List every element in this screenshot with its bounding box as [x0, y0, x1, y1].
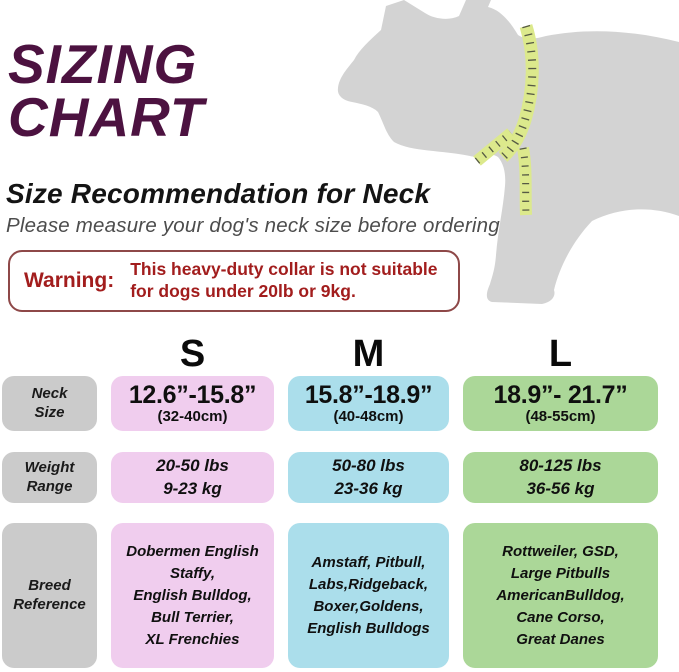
- dog-silhouette-with-measuring-tape-icon: [337, 0, 679, 304]
- neck-size-s-inches: 12.6”-15.8”: [128, 381, 257, 409]
- neck-size-s-cm: (32-40cm): [157, 408, 228, 425]
- measuring-tape-hanging-end: [517, 146, 532, 216]
- neck-size-cell-s: 12.6”-15.8” (32-40cm): [111, 376, 274, 431]
- breed-reference-cell-l: Rottweiler, GSD, Large Pitbulls American…: [463, 523, 658, 668]
- warning-label: Warning:: [24, 269, 115, 292]
- breed-reference-row: Breed Reference Dobermen English Staffy,…: [2, 523, 658, 668]
- neck-size-m-cm: (40-48cm): [333, 408, 404, 425]
- neck-size-m-inches: 15.8”-18.9”: [304, 381, 433, 409]
- size-header-row: S M L: [2, 332, 658, 376]
- weight-range-cell-m: 50-80 lbs 23-36 kg: [288, 452, 449, 503]
- warning-box: Warning: This heavy-duty collar is not s…: [8, 250, 460, 312]
- weight-range-cell-l: 80-125 lbs 36-56 kg: [463, 452, 658, 503]
- measure-note: Please measure your dog's neck size befo…: [6, 214, 500, 237]
- warning-text: This heavy-duty collar is not suitable f…: [130, 259, 438, 301]
- size-header-l: L: [548, 333, 573, 375]
- page-title-line2: CHART: [8, 86, 205, 148]
- measuring-tape-band: [498, 24, 539, 162]
- weight-range-cell-s: 20-50 lbs 9-23 kg: [111, 452, 274, 503]
- page-title: SIZING CHART: [8, 33, 205, 148]
- neck-size-l-inches: 18.9”- 21.7”: [493, 381, 628, 409]
- neck-size-cell-l: 18.9”- 21.7” (48-55cm): [463, 376, 658, 431]
- neck-size-row-label: Neck Size: [2, 376, 97, 431]
- neck-size-row: Neck Size 12.6”-15.8” (32-40cm) 15.8”-18…: [2, 376, 658, 431]
- subtitle: Size Recommendation for Neck: [6, 178, 431, 209]
- neck-size-l-cm: (48-55cm): [525, 408, 596, 425]
- weight-range-row: Weight Range 20-50 lbs 9-23 kg 50-80 lbs…: [2, 452, 658, 503]
- size-header-m: M: [352, 333, 385, 375]
- size-header-s: S: [179, 333, 206, 375]
- breed-reference-cell-s: Dobermen English Staffy, English Bulldog…: [111, 523, 274, 668]
- size-table: S M L Neck Size 12.6”-15.8” (32-40cm) 15…: [2, 332, 658, 668]
- measuring-tape-tip: [473, 128, 515, 166]
- breed-reference-row-label: Breed Reference: [2, 523, 97, 668]
- neck-size-cell-m: 15.8”-18.9” (40-48cm): [288, 376, 449, 431]
- size-header-spacer: [2, 332, 97, 376]
- breed-reference-cell-m: Amstaff, Pitbull, Labs,Ridgeback, Boxer,…: [288, 523, 449, 668]
- weight-range-row-label: Weight Range: [2, 452, 97, 503]
- page-title-line1: SIZING: [8, 33, 198, 95]
